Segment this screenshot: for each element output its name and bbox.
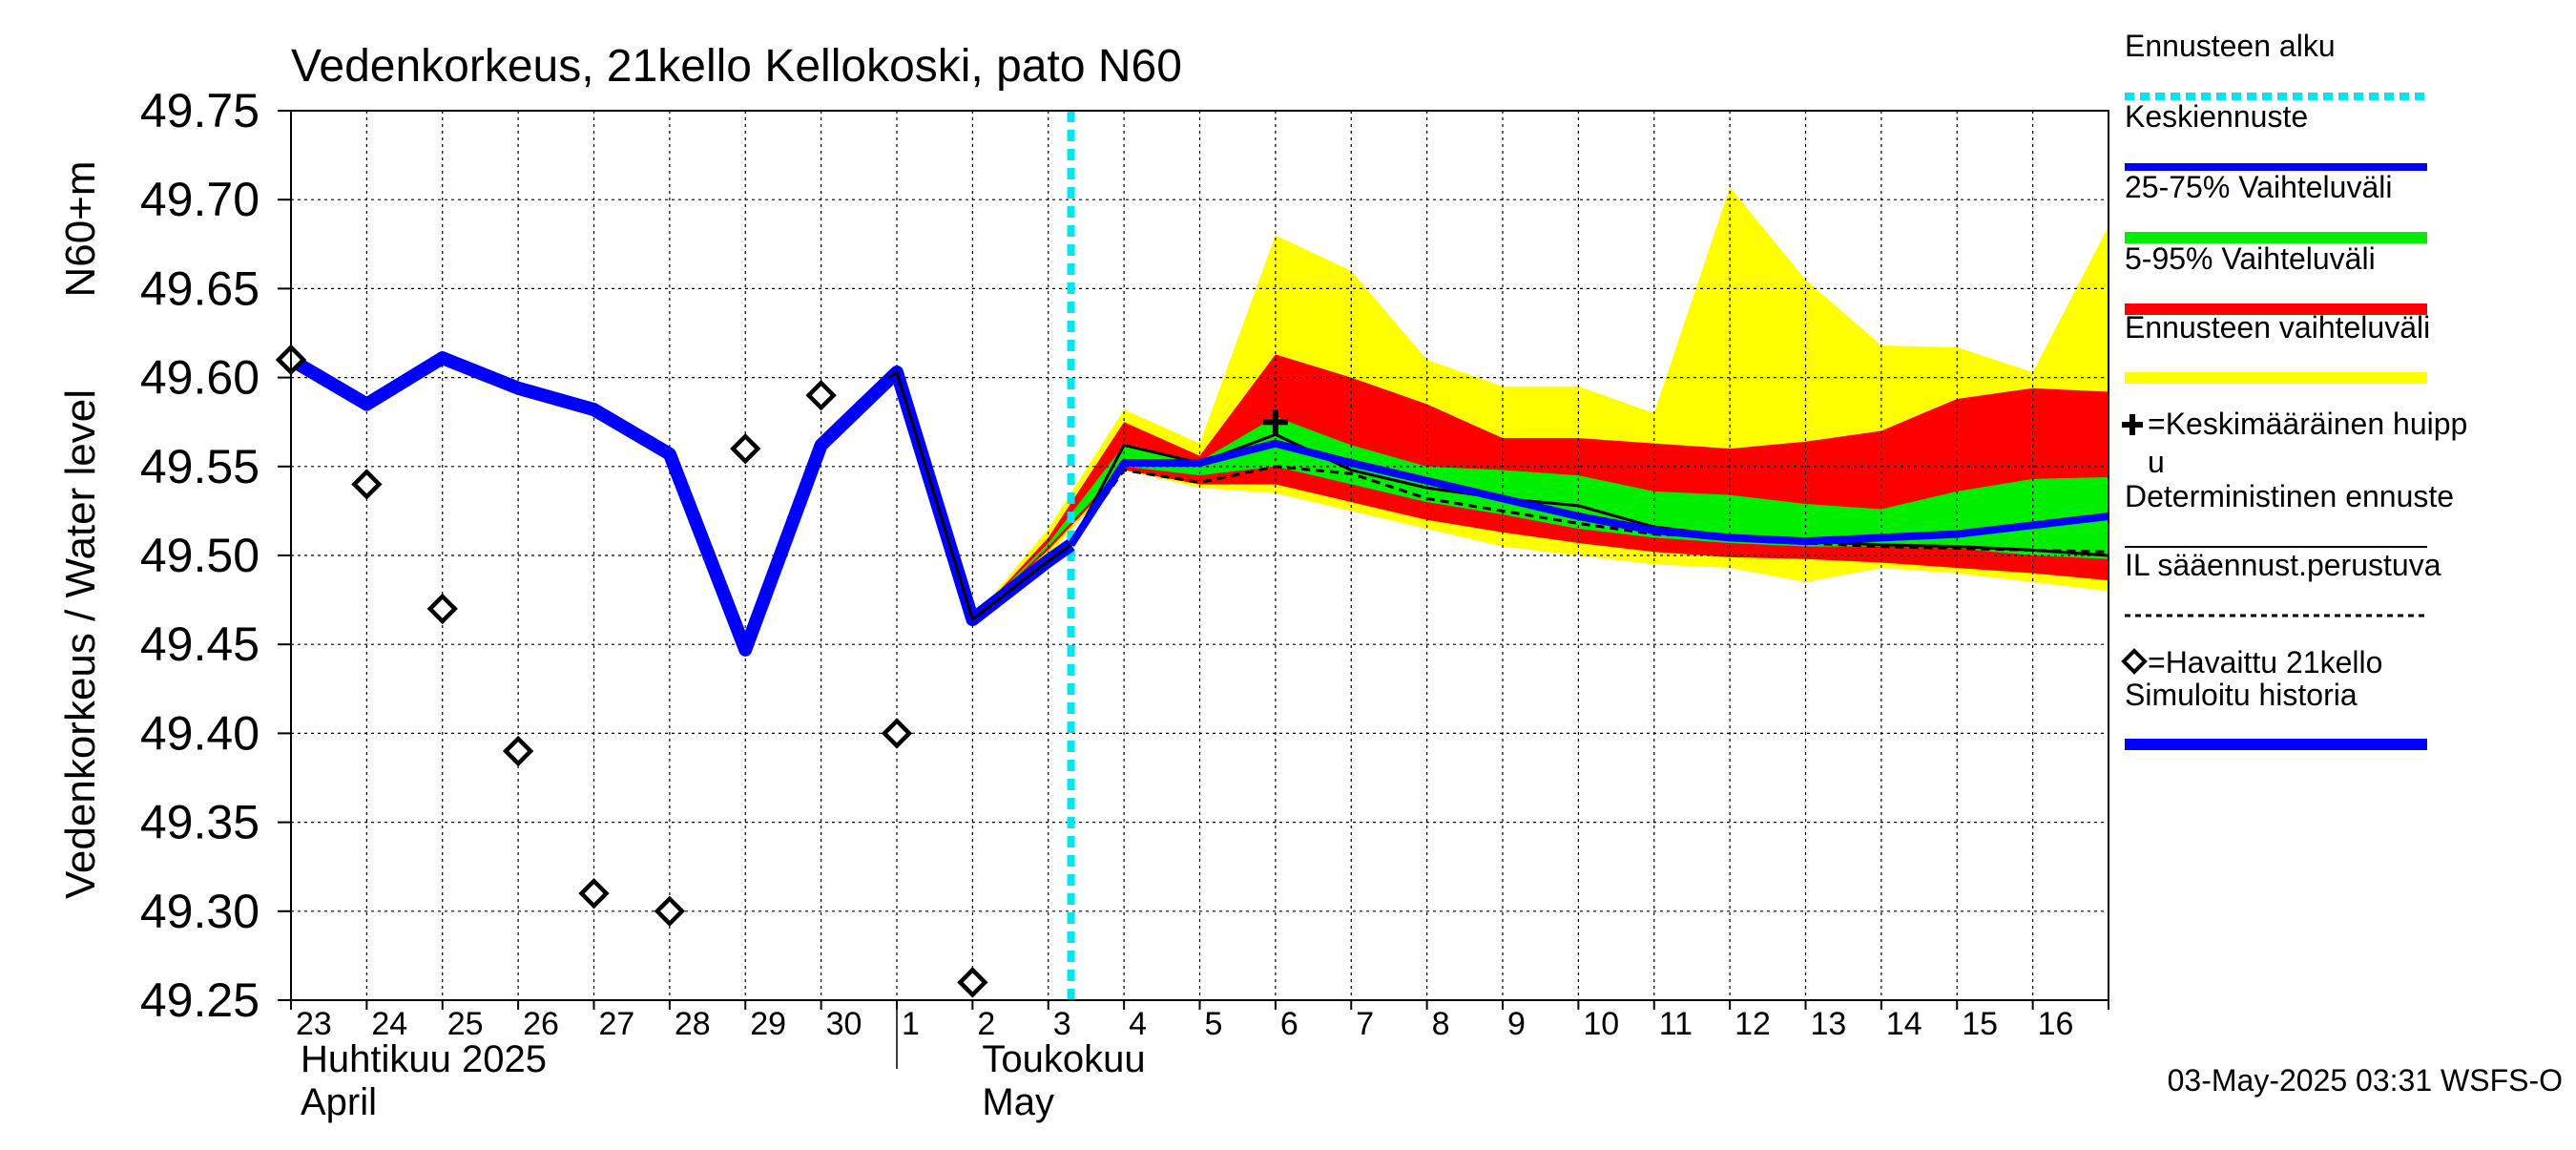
y-tick-label: 49.30 [140,885,260,938]
series-lines [287,351,2109,657]
month-label-fi: Toukokuu [982,1038,1145,1080]
x-tick-label: 29 [750,1006,786,1042]
observed-point [805,380,837,411]
legend-label: Ennusteen vaihteluväli [2125,310,2430,345]
grid [291,111,2109,1000]
series-keskiennuste [1068,439,2109,547]
x-tick-label: 11 [1659,1006,1693,1042]
legend-5-95-vaihteluv-li: 5-95% Vaihteluväli [2125,241,2427,315]
mean-peak-marker [1262,409,1288,435]
observed-point [730,432,761,465]
x-tick-label: 7 [1356,1006,1374,1042]
observed-point [578,877,610,910]
x-tick-label: 30 [826,1006,862,1042]
legend-label: Deterministinen ennuste [2125,479,2454,513]
legend-simuloitu-historia: Simuloitu historia [2125,678,2427,750]
observed-point [881,718,913,749]
y-tick-label: 49.75 [140,84,260,137]
legend-deterministinen-ennuste: Deterministinen ennuste [2125,479,2454,548]
observed-point [654,895,686,927]
observed-point [426,593,458,625]
y-tick-label: 49.65 [140,261,260,315]
x-tick-label: 3 [1053,1006,1071,1042]
x-tick-label: 13 [1811,1006,1847,1042]
footer-timestamp: 03-May-2025 03:31 WSFS-O [2168,1063,2563,1098]
x-tick-label: 27 [599,1006,635,1042]
markers [275,344,1288,998]
legend-havaittu-21kello: =Havaittu 21kello [2121,645,2382,680]
y-axis-unit-label: N60+m [57,160,104,297]
y-tick-label: 49.35 [140,796,260,849]
y-tick-label: 49.40 [140,706,260,760]
x-tick-label: 25 [447,1006,484,1042]
y-axis-label: Vedenkorkeus / Water level [57,389,104,899]
x-tick-label: 24 [371,1006,407,1042]
x-tick-label: 15 [1962,1006,1998,1042]
x-tick-label: 9 [1507,1006,1526,1042]
legend-ennusteen-alku: Ennusteen alku [2125,29,2427,100]
legend-label: 25-75% Vaihteluväli [2125,170,2392,204]
x-tick-label: 26 [523,1006,559,1042]
legend: Ennusteen alku Keskiennuste 25-75% Vaihtel… [2121,29,2467,750]
x-tick-label: 1 [902,1006,920,1042]
x-tick-label: 16 [2038,1006,2074,1042]
y-tick-label: 49.55 [140,440,260,493]
month-label-en: May [982,1081,1054,1123]
legend-25-75-vaihteluv-li: 25-75% Vaihteluväli [2125,170,2427,243]
legend-keskiennuste: Keskiennuste [2125,99,2427,171]
legend-label: 5-95% Vaihteluväli [2125,241,2376,276]
series-deterministinen-ennuste [888,370,2109,621]
y-tick-label: 49.70 [140,173,260,226]
chart-title: Vedenkorkeus, 21kello Kellokoski, pato N… [291,41,1182,92]
observed-point [957,967,988,998]
y-tick-label: 49.60 [140,351,260,405]
x-tick-label: 14 [1886,1006,1922,1042]
series-il-s-ennust-perustuva [1070,465,2109,554]
legend-swatch [2125,232,2427,243]
observed-point [351,469,383,500]
legend-label: =Havaittu 21kello [2148,645,2382,680]
y-tick-label: 49.25 [140,973,260,1027]
x-tick-label: 12 [1735,1006,1771,1042]
legend-keskim-r-inen-huipp: =Keskimääräinen huipp u [2122,407,2467,479]
x-tick-label: 5 [1205,1006,1223,1042]
x-tick-label: 8 [1432,1006,1450,1042]
legend-label-cont: u [2148,445,2165,479]
x-tick-label: 23 [296,1006,332,1042]
legend-label: Ennusteen alku [2125,29,2336,63]
x-tick-label: 4 [1129,1006,1147,1042]
x-tick-label: 6 [1280,1006,1298,1042]
legend-label: IL sääennust.perustuva [2125,548,2441,582]
legend-label: Keskiennuste [2125,99,2308,134]
legend-il-s-ennust-perustuva: IL sääennust.perustuva [2125,548,2441,617]
legend-swatch [2125,303,2427,315]
x-tick-label: 10 [1583,1006,1619,1042]
legend-swatch [2121,648,2148,675]
axes: 49.75 49.70 49.65 49.60 49.55 49.50 49.45 49.40… [140,84,2109,1123]
legend-swatch [2125,372,2427,384]
legend-ennusteen-vaihteluv-li: Ennusteen vaihteluväli [2125,310,2430,384]
x-tick-label: 28 [675,1006,711,1042]
y-tick-label: 49.50 [140,529,260,582]
x-tick-label: 2 [977,1006,995,1042]
month-label-en: April [301,1081,377,1123]
legend-label: Simuloitu historia [2125,678,2358,712]
legend-label: =Keskimääräinen huipp [2148,407,2467,441]
y-tick-label: 49.45 [140,617,260,671]
month-label-fi: Huhtikuu 2025 [301,1038,547,1080]
observed-point [502,735,534,767]
